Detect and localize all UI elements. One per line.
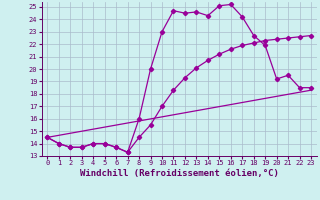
X-axis label: Windchill (Refroidissement éolien,°C): Windchill (Refroidissement éolien,°C) (80, 169, 279, 178)
